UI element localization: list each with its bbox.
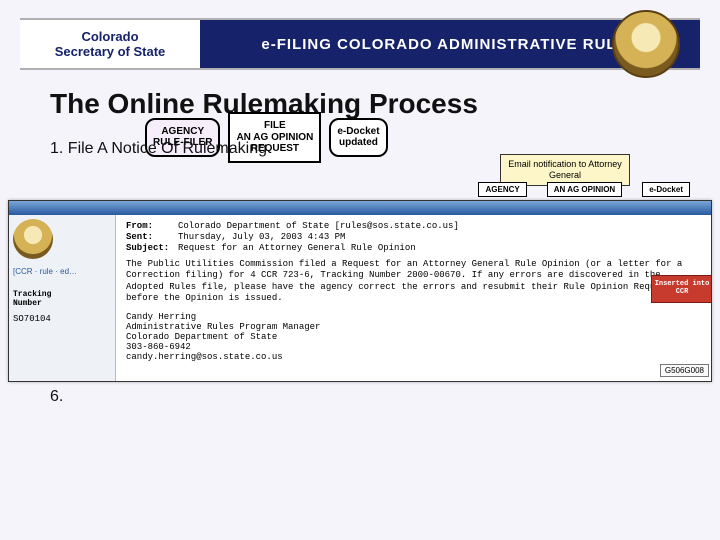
top-banner: Colorado Secretary of State e-FILING COL… [20,18,700,70]
sig-org: Colorado Department of State [126,332,701,342]
hdr-from-val: Colorado Department of State [rules@sos.… [178,221,701,231]
badge-number: G506G008 [660,364,709,377]
sig-phone: 303-860-6942 [126,342,701,352]
window-titlebar[interactable] [9,201,711,215]
email-left-pane: [CCR · rule · ed… Tracking Number SO7010… [9,215,116,381]
flow-node-edocket-updated: e-Docket updated [329,118,387,157]
side-link[interactable]: [CCR · rule · ed… [13,267,111,276]
flow-tiny-ag-opinion: AN AG OPINION [547,182,622,197]
hdr-subject-val: Request for an Attorney General Rule Opi… [178,243,701,253]
sig-title: Administrative Rules Program Manager [126,322,701,332]
org-line1: Colorado [20,29,200,44]
email-body-pane: From: Colorado Department of State [rule… [116,215,711,381]
hdr-subject-key: Subject: [126,243,178,253]
signature-block: Candy Herring Administrative Rules Progr… [126,312,701,362]
sig-email: candy.herring@sos.state.co.us [126,352,701,362]
step-1: 1. File A Notice Of Rulemaking [50,140,267,158]
hdr-from-key: From: [126,221,178,231]
flow-tiny-agency: AGENCY [478,182,526,197]
hdr-sent-val: Thursday, July 03, 2003 4:43 PM [178,232,701,242]
flow-tiny-edocket: e-Docket [642,182,690,197]
tracking-header: Tracking Number [13,290,111,308]
hdr-sent-key: Sent: [126,232,178,242]
tracking-number: SO70104 [13,314,111,324]
org-block: Colorado Secretary of State [20,20,200,68]
email-window: [CCR · rule · ed… Tracking Number SO7010… [8,200,712,382]
step-6: 6. [50,388,267,406]
sig-name: Candy Herring [126,312,701,322]
email-body: The Public Utilities Commission filed a … [126,259,701,304]
flow-tiny-row: AGENCY AN AG OPINION e-Docket [478,182,690,197]
state-seal-small-icon [13,219,53,259]
state-seal-icon [612,10,680,78]
note-email-notification: Email notification to Attorney General [500,154,630,186]
badge-inserted-ccr: Inserted into CCR [651,275,712,303]
email-headers: From: Colorado Department of State [rule… [126,221,701,253]
org-line2: Secretary of State [20,44,200,59]
